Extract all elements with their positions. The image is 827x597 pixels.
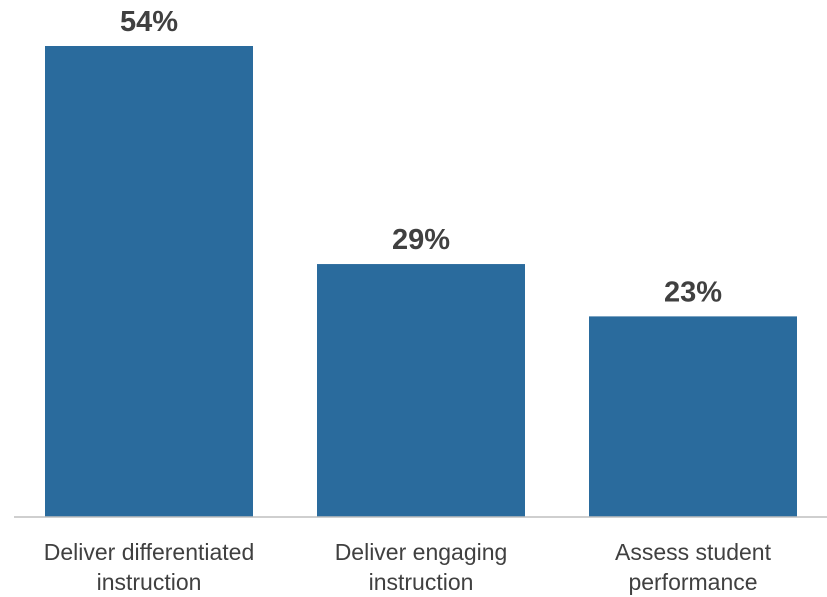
category-label-2-line-1: Deliver engaging xyxy=(334,539,508,565)
value-labels-group: 54% 29% 23% xyxy=(120,6,722,308)
bar-1 xyxy=(45,46,253,517)
category-label-3-line-2: performance xyxy=(628,569,758,595)
category-label-3: Assess student performance xyxy=(558,537,827,597)
bar-2 xyxy=(317,264,525,517)
bar-3 xyxy=(589,316,797,517)
bars-group xyxy=(45,46,797,517)
value-label-1: 54% xyxy=(120,6,178,38)
category-label-1-line-1: Deliver differentiated xyxy=(43,539,255,565)
category-label-3-line-1: Assess student xyxy=(615,539,771,565)
value-label-3: 23% xyxy=(664,276,722,308)
category-label-1: Deliver differentiated instruction xyxy=(14,537,284,597)
category-label-1-line-2: instruction xyxy=(96,569,202,595)
category-label-2-line-2: instruction xyxy=(368,569,474,595)
category-label-2: Deliver engaging instruction xyxy=(286,537,556,597)
value-label-2: 29% xyxy=(392,224,450,256)
